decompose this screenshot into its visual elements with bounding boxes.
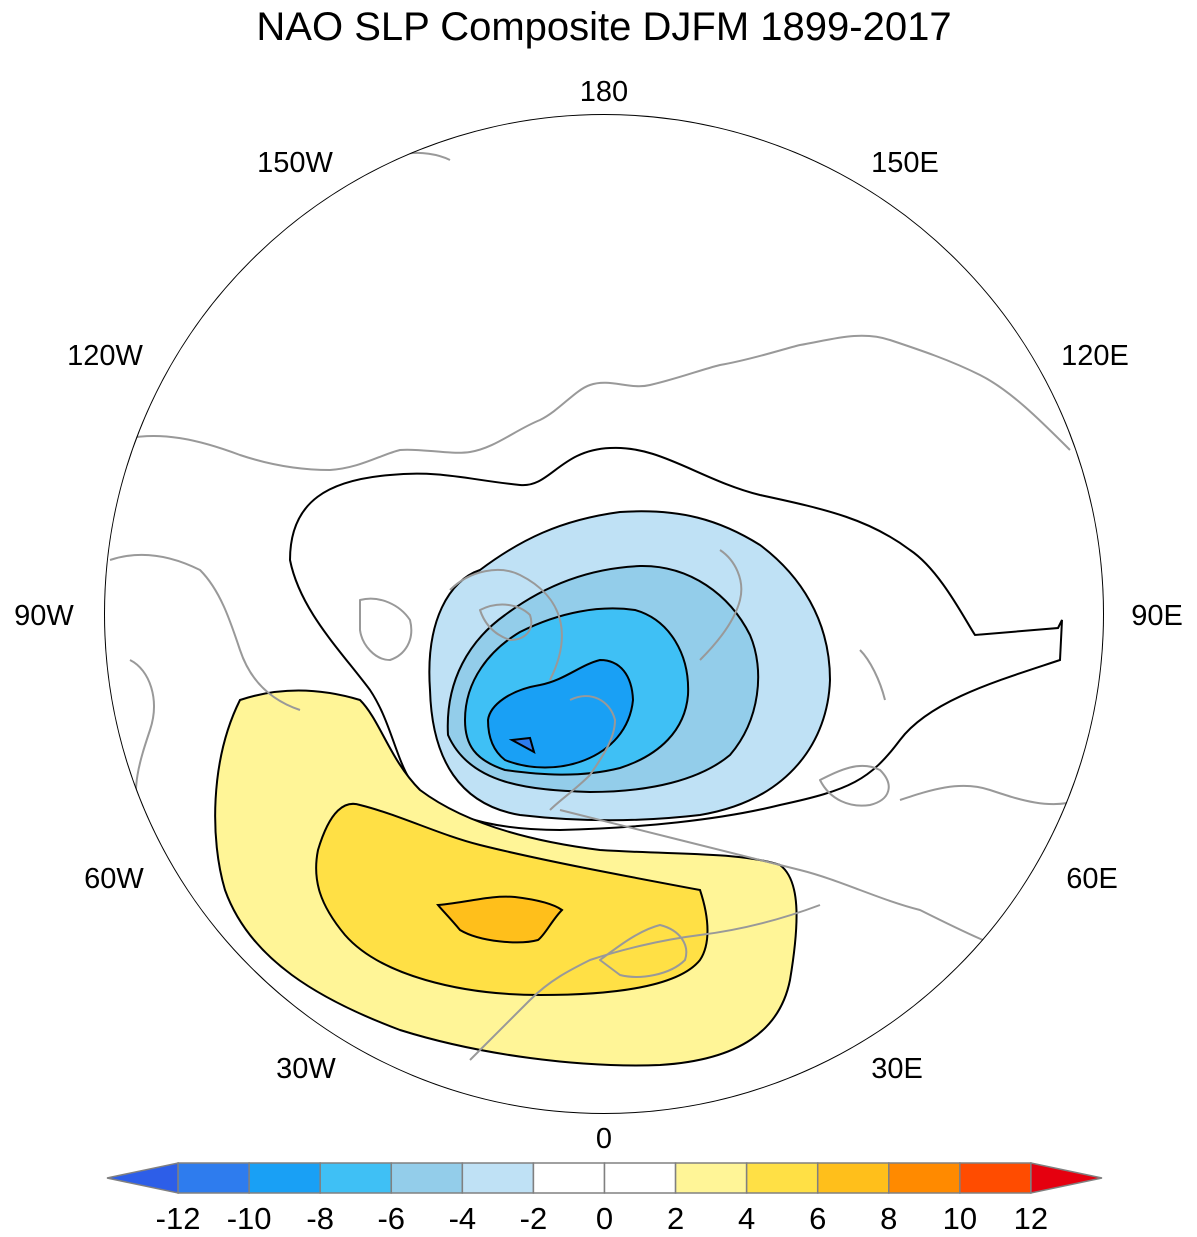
colorbar-swatch [674,1162,748,1194]
lon-label-60e: 60E [1066,863,1118,895]
colorbar-tick-label: -4 [449,1201,477,1236]
colorbar-tick-label: -6 [377,1201,405,1236]
colorbar-tick-label: 8 [880,1201,897,1236]
colorbar-swatch [816,1162,890,1194]
colorbar-tick-label: -10 [227,1201,272,1236]
lon-label-60w: 60W [84,863,144,895]
coastlines [109,151,1081,1061]
colorbar-tick-label: 0 [596,1201,613,1236]
colorbar-tick-label: 4 [738,1201,755,1236]
lon-label-90e: 90E [1131,600,1183,632]
lon-label-120w: 120W [67,340,143,372]
colorbar-tick-label: -2 [520,1201,548,1236]
colorbar-tick-label: 2 [667,1201,684,1236]
colorbar-swatch [177,1162,250,1194]
contour-neg-10 [508,736,536,755]
colorbar-swatch [248,1162,321,1194]
colorbar-tick-label: 10 [943,1201,977,1236]
lon-label-150w: 150W [257,147,333,179]
lon-label-30w: 30W [276,1053,336,1085]
lon-label-120e: 120E [1061,340,1129,372]
colorbar-swatch [888,1162,961,1194]
lon-label-180: 180 [580,76,628,108]
chart-title: NAO SLP Composite DJFM 1899-2017 [256,5,951,49]
positive-anomaly-region [214,689,798,1067]
colorbar-swatch [319,1162,393,1194]
colorbar-swatch [603,1162,677,1194]
colorbar-tick-label: -8 [306,1201,334,1236]
colorbar-swatch [106,1162,179,1194]
lon-label-30e: 30E [871,1053,923,1085]
colorbar-swatch [1030,1162,1103,1194]
colorbar-swatch [532,1162,606,1194]
negative-anomaly-region [428,510,832,822]
lon-label-0: 0 [596,1123,612,1155]
longitude-labels: 180 0 90W 90E 150W 120W 150E 120E 60W 30… [14,76,1183,1155]
colorbar-tick-label: -12 [156,1201,201,1236]
colorbar-swatch [461,1162,535,1194]
colorbar-tick-label: 6 [809,1201,826,1236]
lon-label-90w: 90W [14,600,74,632]
lon-label-150e: 150E [871,147,939,179]
polar-map [104,114,1104,1114]
colorbar-swatch [745,1162,819,1194]
colorbar-tick-label: 12 [1014,1201,1048,1236]
colorbar-swatch [959,1162,1032,1194]
colorbar-swatch [390,1162,464,1194]
colorbar: -12 -10 -8 -6 -4 -2 0 2 4 6 8 10 12 [106,1162,1103,1236]
contour-pos-6 [436,895,564,944]
